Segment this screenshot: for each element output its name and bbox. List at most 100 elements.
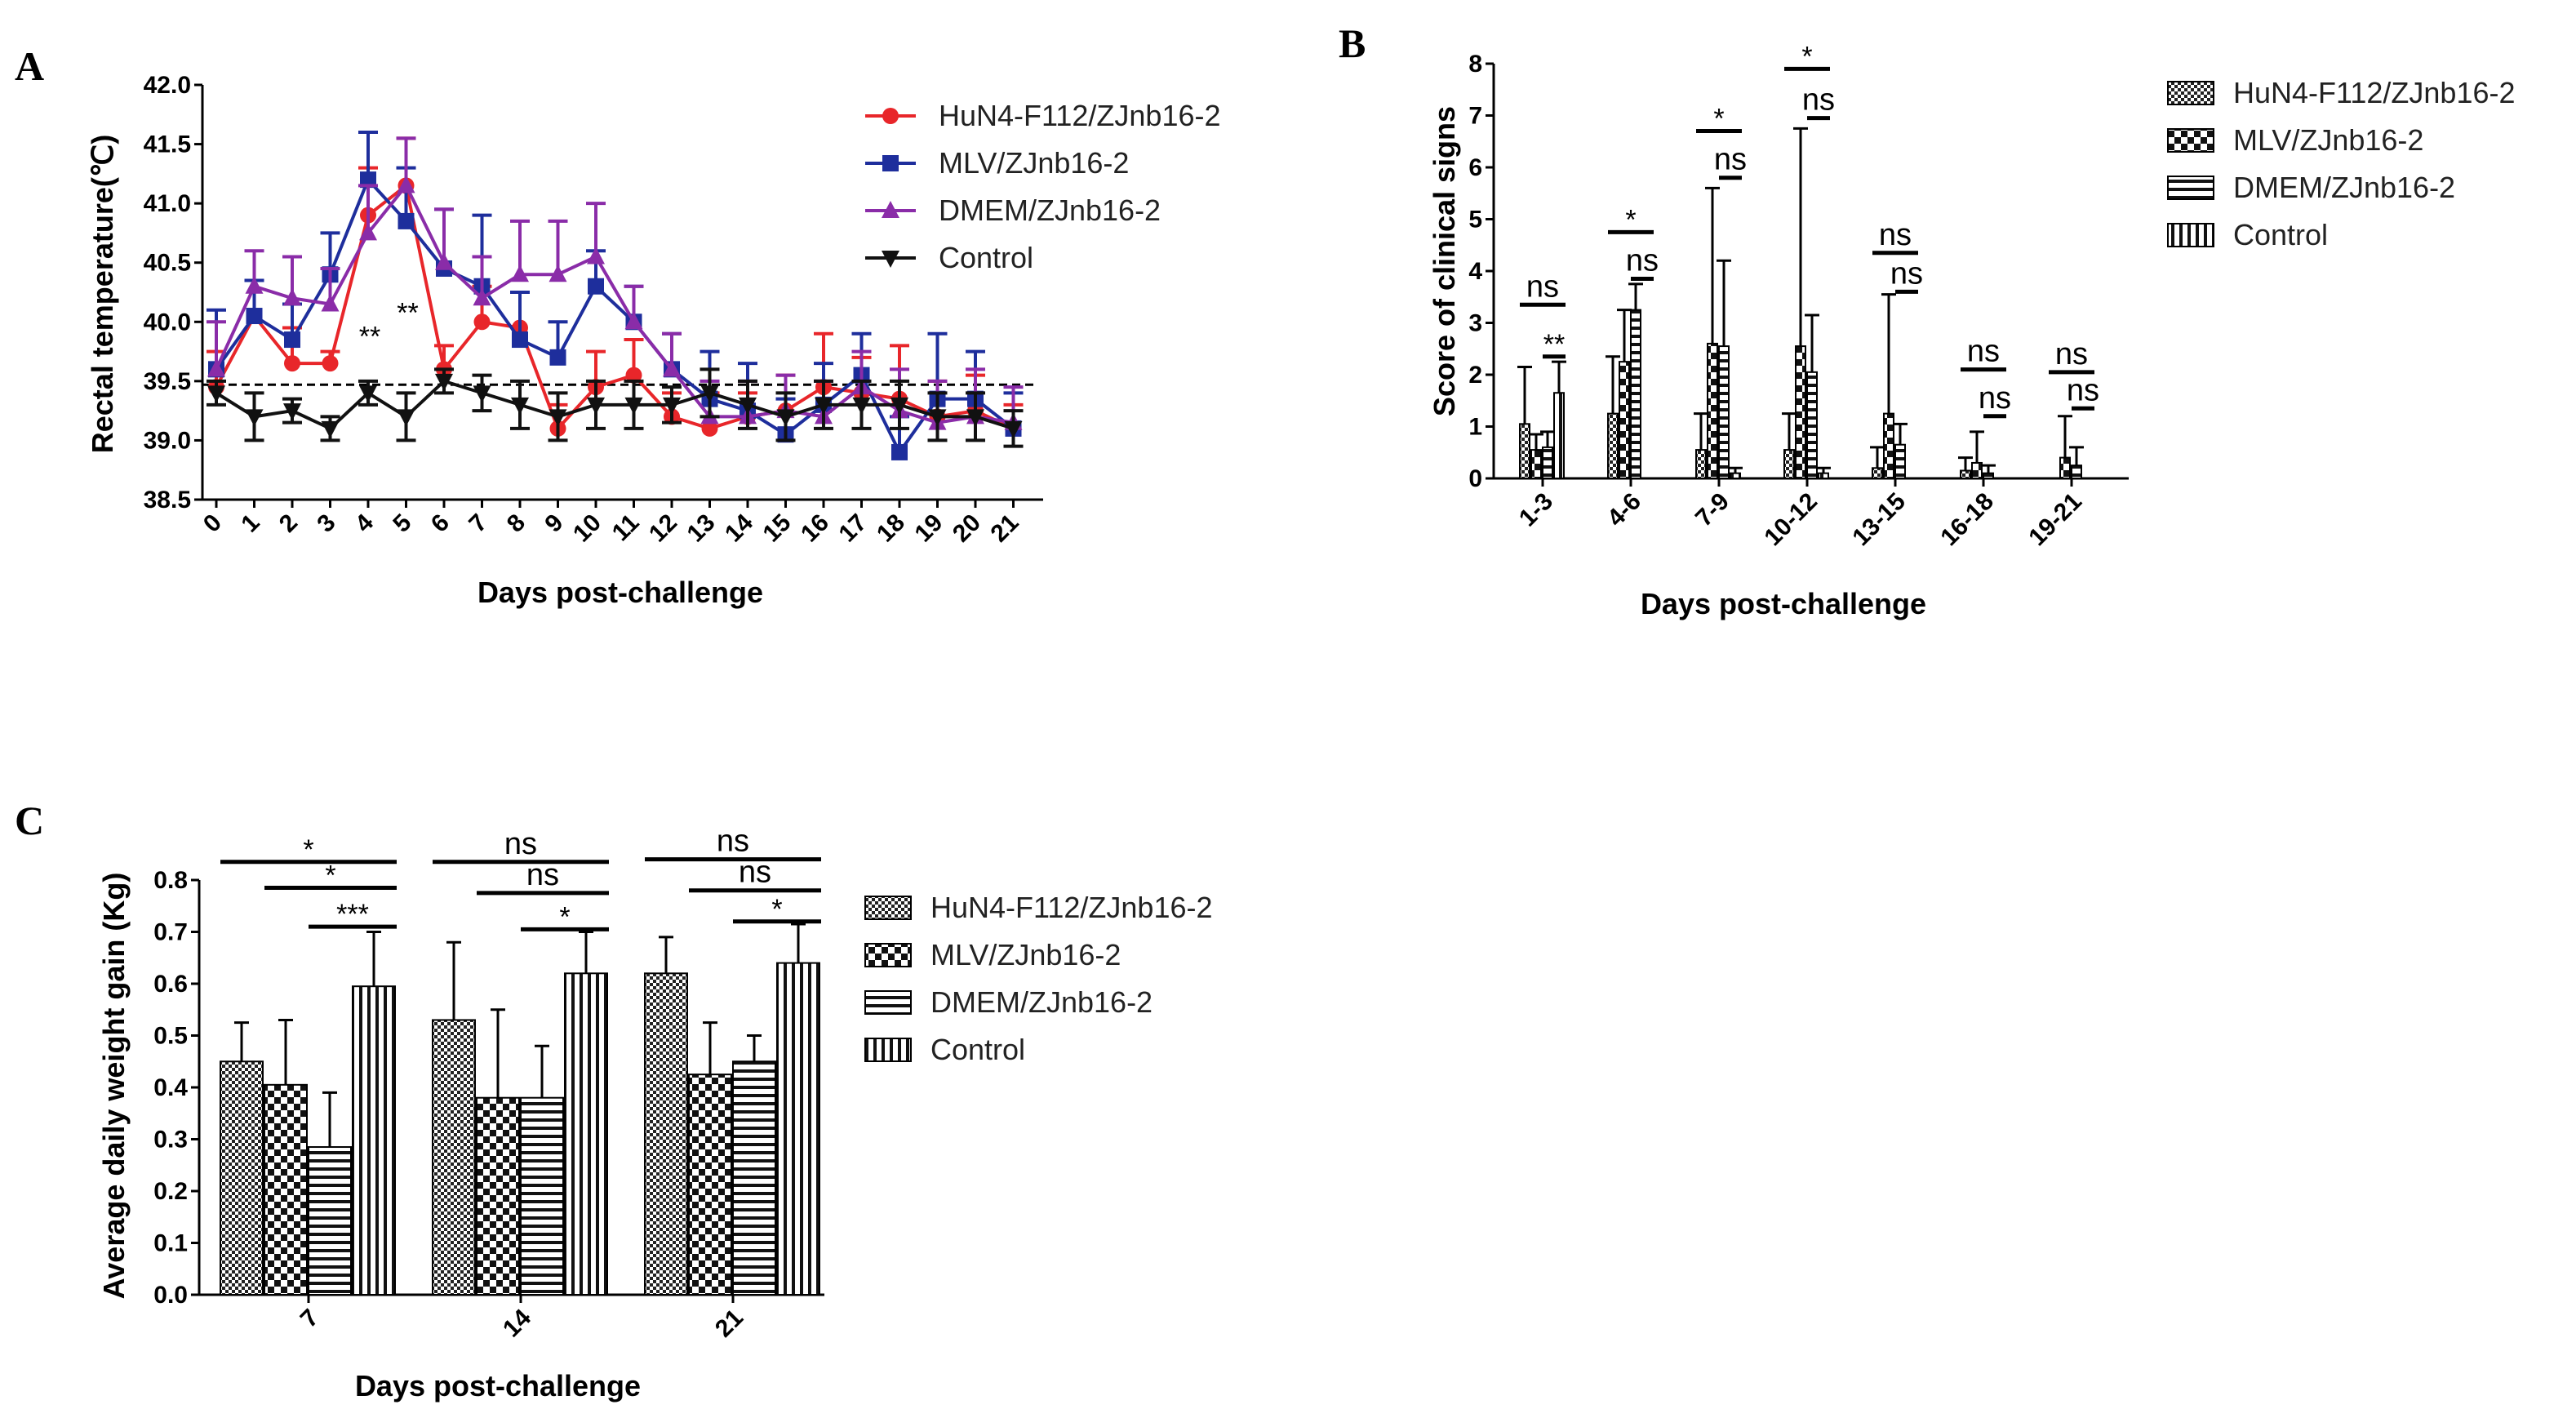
panel-a-data-point [359,385,377,403]
panel-c-legend-label: DMEM/ZJnb16-2 [930,985,1153,1019]
panel-c-bar [776,962,820,1296]
panel-b-x-tick-label: 4-6 [1602,488,1646,532]
panel-b-legend-label: MLV/ZJnb16-2 [2233,123,2423,157]
panel-a-x-tick-label: 7 [464,509,492,538]
panel-b-bar [1530,449,1542,480]
panel-c-significance-label: ns [739,856,771,890]
panel-b-bar [1730,472,1741,480]
panel-a-annotation: ** [359,321,380,352]
panel-b-bar [1519,423,1530,480]
panel-a-x-tick-label: 9 [540,509,568,538]
panel-c-y-tick-label: 0.0 [153,1282,188,1309]
panel-a-data-point [435,252,453,270]
panel-b-bar [1983,472,1994,480]
panel-a-data-point [587,397,605,415]
panel-a-data-point [739,397,757,415]
panel-a-legend-marker [882,201,899,218]
panel-a-x-tick-label: 1 [236,509,264,538]
panel-b-y-tick-label: 3 [1468,310,1482,337]
panel-b-legend-label: HuN4-F112/ZJnb16-2 [2233,76,2516,109]
panel-c-significance-label: ns [717,825,749,859]
panel-c-legend-label: Control [930,1033,1025,1066]
panel-b-significance-label: ns [1967,335,2000,369]
panel-b-bar [1695,449,1707,480]
panel-c-significance-label: *** [336,899,369,930]
panel-a-x-tick-label: 2 [274,509,303,538]
panel-a-x-tick-label: 19 [910,509,948,548]
panel-a-data-point [398,212,415,229]
panel-a-data-point [1004,420,1023,438]
panel-a-data-point [891,443,908,460]
panel-a-x-tick-label: 3 [312,509,340,538]
panel-b-y-tick-label: 5 [1468,207,1482,233]
panel-a-data-point [207,359,225,377]
panel-b-significance-label: ns [1626,244,1659,278]
panel-c-significance-label: * [771,894,782,925]
panel-c-legend-swatch [864,943,912,967]
panel-b-significance-label: ns [1890,256,1923,291]
panel-b-legend-swatch [2167,176,2214,200]
panel-a-line-chart: Rectal temperature(℃) Days post-challeng… [86,72,1221,609]
panel-b-significance-label: ns [2055,337,2088,371]
panel-a-xlabel: Days post-challenge [477,576,763,609]
panel-a-data-point [283,403,301,421]
panel-a-x-tick-label: 5 [388,509,416,538]
panel-a-x-tick-label: 15 [758,509,797,548]
panel-b-y-tick-label: 0 [1468,465,1482,492]
panel-b-significance-label: ns [1526,269,1559,304]
panel-b-x-tick-label: 13-15 [1847,488,1911,552]
panel-b-bar [1960,469,1971,479]
panel-a-y-tick-label: 42.0 [144,72,191,99]
panel-b-bar [2071,465,2082,479]
panel-b-bar [1553,392,1565,480]
panel-a-ylabel: Rectal temperature(℃) [86,135,119,454]
panel-c-significance-label: ns [504,827,537,861]
panel-a-data-point [321,420,340,438]
panel-a-data-point [359,223,377,241]
panel-a-x-tick-label: 18 [872,509,910,548]
panel-c-significance-label: * [303,834,313,865]
panel-a-series-line [215,176,1015,456]
panel-a-x-tick-label: 13 [682,509,721,548]
panel-b-y-tick-label: 6 [1468,154,1482,181]
panel-c-y-tick-label: 0.3 [153,1127,188,1154]
panel-a-data-point [549,409,567,427]
panel-c-y-tick-label: 0.2 [153,1178,188,1205]
panel-c-y-tick-label: 0.8 [153,867,188,894]
panel-a-series-line [215,379,1015,431]
panel-c-y-tick-label: 0.1 [153,1230,188,1257]
panel-a-data-point [701,420,718,437]
panel-a-data-point [473,385,491,403]
panel-c-bar [352,985,396,1296]
panel-a-legend-label: DMEM/ZJnb16-2 [939,193,1161,227]
panel-a-x-tick-label: 11 [607,509,645,547]
panel-a-data-point [776,409,795,427]
panel-c-y-tick-label: 0.4 [153,1074,188,1101]
panel-b-x-tick-label: 19-21 [2023,488,2087,552]
panel-c-legend-swatch [864,1038,912,1062]
panel-a-data-point [360,171,376,189]
panel-c-y-tick-label: 0.7 [153,919,188,946]
panel-a-x-tick-label: 12 [644,509,682,548]
panel-a-data-point [207,385,225,403]
panel-a-data-point [283,288,301,306]
panel-a-data-point [322,355,339,372]
panel-a-data-point [966,409,984,427]
panel-b-significance-label: ** [1543,329,1565,360]
panel-a-data-point [852,397,871,415]
panel-a-data-point [512,331,528,349]
panel-c-significance-label: ns [526,858,559,892]
panel-a-data-point [397,176,415,193]
panel-c-bar [688,1074,732,1296]
panel-a-data-point [511,397,529,415]
panel-b-x-tick-label: 1-3 [1514,488,1558,532]
panel-b-bar [1872,467,1883,479]
panel-a-y-tick-label: 40.5 [144,250,191,277]
panel-b-legend-swatch [2167,223,2214,247]
panel-a-legend-marker [882,155,899,171]
panel-letter-a: A [15,43,44,89]
panel-c-legend-label: MLV/ZJnb16-2 [930,938,1121,971]
panel-b-bar [1806,371,1818,480]
panel-c-x-tick-label: 7 [295,1305,324,1333]
